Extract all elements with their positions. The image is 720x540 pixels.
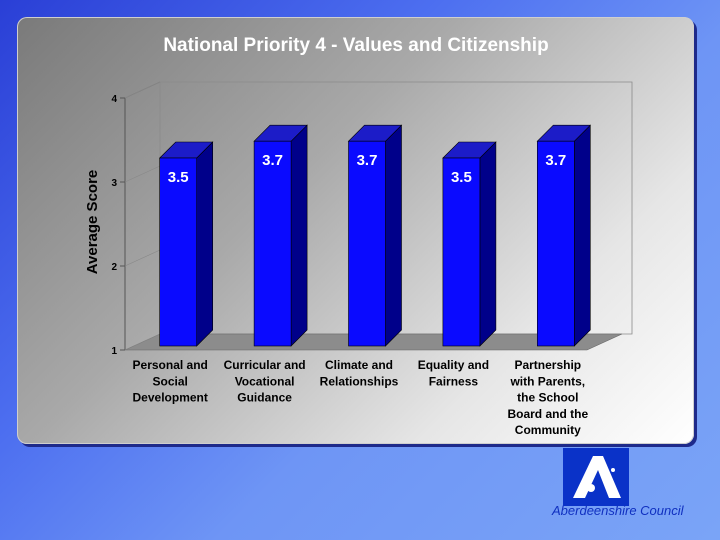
bar (442, 157, 481, 347)
bar-side (290, 124, 308, 347)
y-gridline-depth (124, 333, 161, 351)
data-label: 3.5 (168, 169, 189, 186)
bar-side (385, 124, 402, 347)
x-tick-label: Curricular and Vocational Guidance (224, 358, 306, 405)
x-tick-label: Equality and Fairness (418, 358, 489, 388)
plot-area: 1 2 3 4 3.5 Personal and Social Development 3.7 C… (111, 81, 633, 437)
y-gridline-depth (124, 165, 161, 183)
bar (253, 140, 292, 347)
data-label: 3.7 (357, 152, 378, 169)
y-gridline-depth (124, 249, 161, 267)
chart-title: National Priority 4 - Values and Citizen… (163, 35, 548, 56)
bar (159, 157, 197, 347)
data-label: 3.5 (451, 169, 472, 186)
y-tick-label: 2 (111, 262, 117, 273)
y-axis-title: Average Score (84, 170, 101, 275)
y-gridline-depth (124, 81, 161, 99)
bar-side (196, 141, 213, 347)
aberdeenshire-logo (563, 448, 629, 506)
data-label: 3.7 (545, 152, 566, 169)
x-tick-label: Partnership with Parents, the School Board … (507, 358, 588, 437)
organization-name: Aberdeenshire Council (552, 503, 684, 518)
y-tick-label: 1 (111, 346, 117, 357)
data-label: 3.7 (262, 152, 283, 169)
bar-side (573, 124, 591, 347)
x-tick-label: Climate and Relationships (320, 358, 399, 388)
y-tick-label: 3 (111, 178, 117, 189)
logo-icon (573, 456, 621, 498)
y-tick-label: 4 (111, 94, 117, 105)
bar-side (479, 141, 497, 347)
bar (348, 140, 386, 347)
bar (536, 140, 575, 347)
x-tick-label: Personal and Social Development (133, 358, 208, 405)
